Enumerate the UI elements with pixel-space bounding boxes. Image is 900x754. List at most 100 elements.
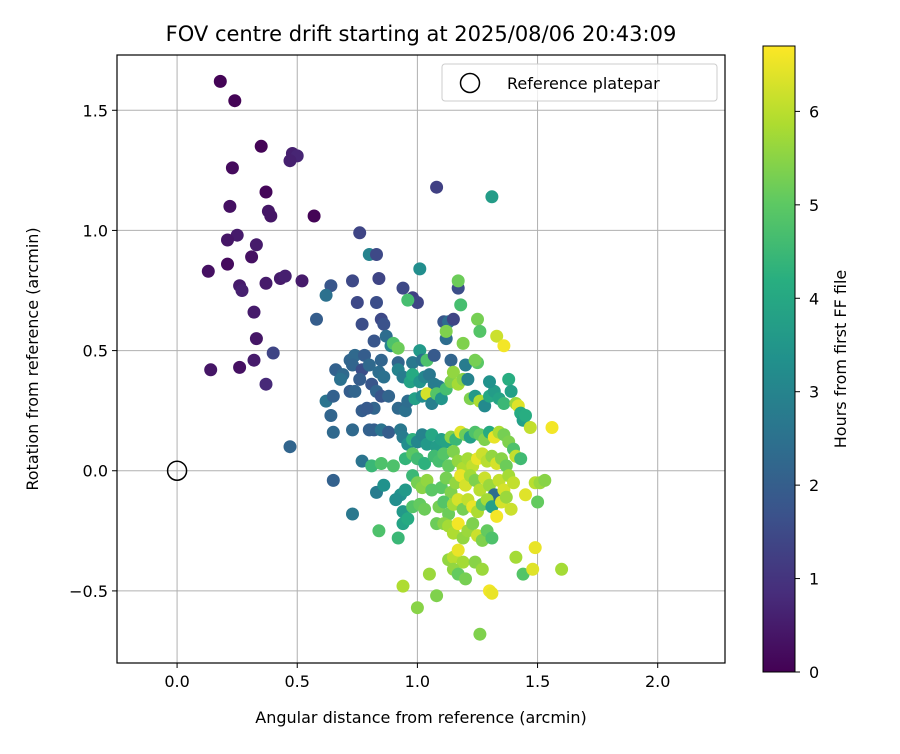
data-point	[324, 279, 338, 293]
data-point	[519, 409, 532, 422]
colorbar-tick-label: 5	[809, 196, 819, 215]
data-point	[413, 262, 427, 276]
data-point	[225, 161, 239, 175]
y-tick-label: 0.5	[83, 342, 108, 361]
data-point	[389, 493, 403, 507]
data-point	[545, 421, 559, 434]
data-point	[348, 384, 362, 398]
chart-title: FOV centre drift starting at 2025/08/06 …	[166, 22, 677, 46]
data-point	[374, 353, 388, 367]
data-point	[430, 180, 444, 194]
data-point	[204, 363, 218, 377]
x-tick-label: 1.5	[525, 672, 550, 691]
data-point	[420, 473, 434, 487]
y-tick-label: −0.5	[69, 582, 108, 601]
data-point	[245, 250, 259, 264]
data-point	[377, 370, 391, 384]
colorbar-tick-label: 6	[809, 102, 819, 121]
data-point	[446, 526, 460, 540]
data-point	[247, 353, 261, 367]
data-point	[466, 517, 480, 531]
data-point	[350, 296, 364, 309]
y-tick-label: 1.5	[83, 101, 108, 120]
data-point	[499, 490, 513, 504]
data-point	[223, 199, 237, 213]
data-point	[473, 324, 487, 338]
data-point	[497, 339, 511, 353]
data-point	[362, 358, 376, 372]
y-tick-label: 1.0	[83, 221, 108, 240]
data-point	[377, 478, 391, 492]
legend: Reference platepar	[441, 63, 718, 102]
data-point	[372, 272, 386, 285]
data-point	[401, 293, 415, 307]
colorbar	[762, 45, 796, 673]
data-point	[456, 336, 470, 350]
data-point	[454, 469, 468, 483]
data-point	[360, 401, 374, 415]
data-point	[259, 276, 273, 290]
data-point	[391, 531, 405, 545]
data-point	[249, 238, 263, 252]
data-point	[497, 397, 511, 410]
data-point	[386, 459, 400, 473]
data-point	[283, 440, 297, 454]
data-point	[434, 481, 448, 495]
data-point	[233, 360, 247, 374]
data-point	[264, 209, 278, 223]
data-point	[346, 358, 359, 372]
data-point	[346, 274, 359, 288]
plot-frame	[116, 54, 726, 664]
data-point	[528, 541, 542, 555]
data-point	[473, 627, 487, 641]
data-point	[353, 372, 367, 386]
data-point	[422, 368, 436, 382]
data-point	[230, 228, 244, 242]
data-point	[451, 274, 465, 288]
data-point	[451, 543, 465, 557]
data-point	[382, 389, 396, 403]
data-point	[446, 365, 460, 379]
data-point	[278, 269, 292, 283]
data-point	[434, 392, 448, 406]
data-point	[334, 372, 347, 386]
data-point	[516, 567, 530, 581]
data-point	[454, 298, 468, 312]
data-point	[396, 281, 410, 295]
data-point	[415, 428, 429, 442]
colorbar-tick-label: 0	[809, 663, 819, 682]
data-point	[485, 531, 499, 545]
data-point	[538, 473, 552, 487]
data-point	[459, 572, 472, 586]
data-point	[283, 154, 297, 168]
data-point	[324, 409, 338, 422]
data-point	[531, 495, 545, 509]
data-point	[471, 312, 484, 326]
x-tick-label: 1.0	[405, 672, 430, 691]
data-point	[346, 423, 359, 437]
data-point	[307, 209, 321, 223]
data-point	[514, 452, 528, 466]
data-point	[444, 353, 458, 367]
data-point	[228, 94, 242, 108]
data-point	[451, 493, 465, 507]
legend-marker	[459, 72, 481, 94]
data-point	[374, 457, 388, 470]
data-point	[377, 317, 391, 331]
data-point	[310, 312, 323, 326]
data-point	[492, 473, 506, 487]
data-point	[295, 274, 309, 288]
data-point	[502, 372, 516, 386]
data-point	[266, 346, 280, 360]
data-point	[420, 387, 434, 401]
data-point	[213, 74, 227, 88]
data-point	[509, 550, 523, 564]
colorbar-tick-label: 1	[809, 570, 819, 589]
data-point	[459, 358, 472, 372]
data-point	[483, 375, 496, 389]
colorbar-tick-label: 3	[809, 383, 819, 402]
data-point	[254, 139, 268, 153]
data-point	[451, 517, 465, 531]
data-point	[353, 226, 367, 240]
